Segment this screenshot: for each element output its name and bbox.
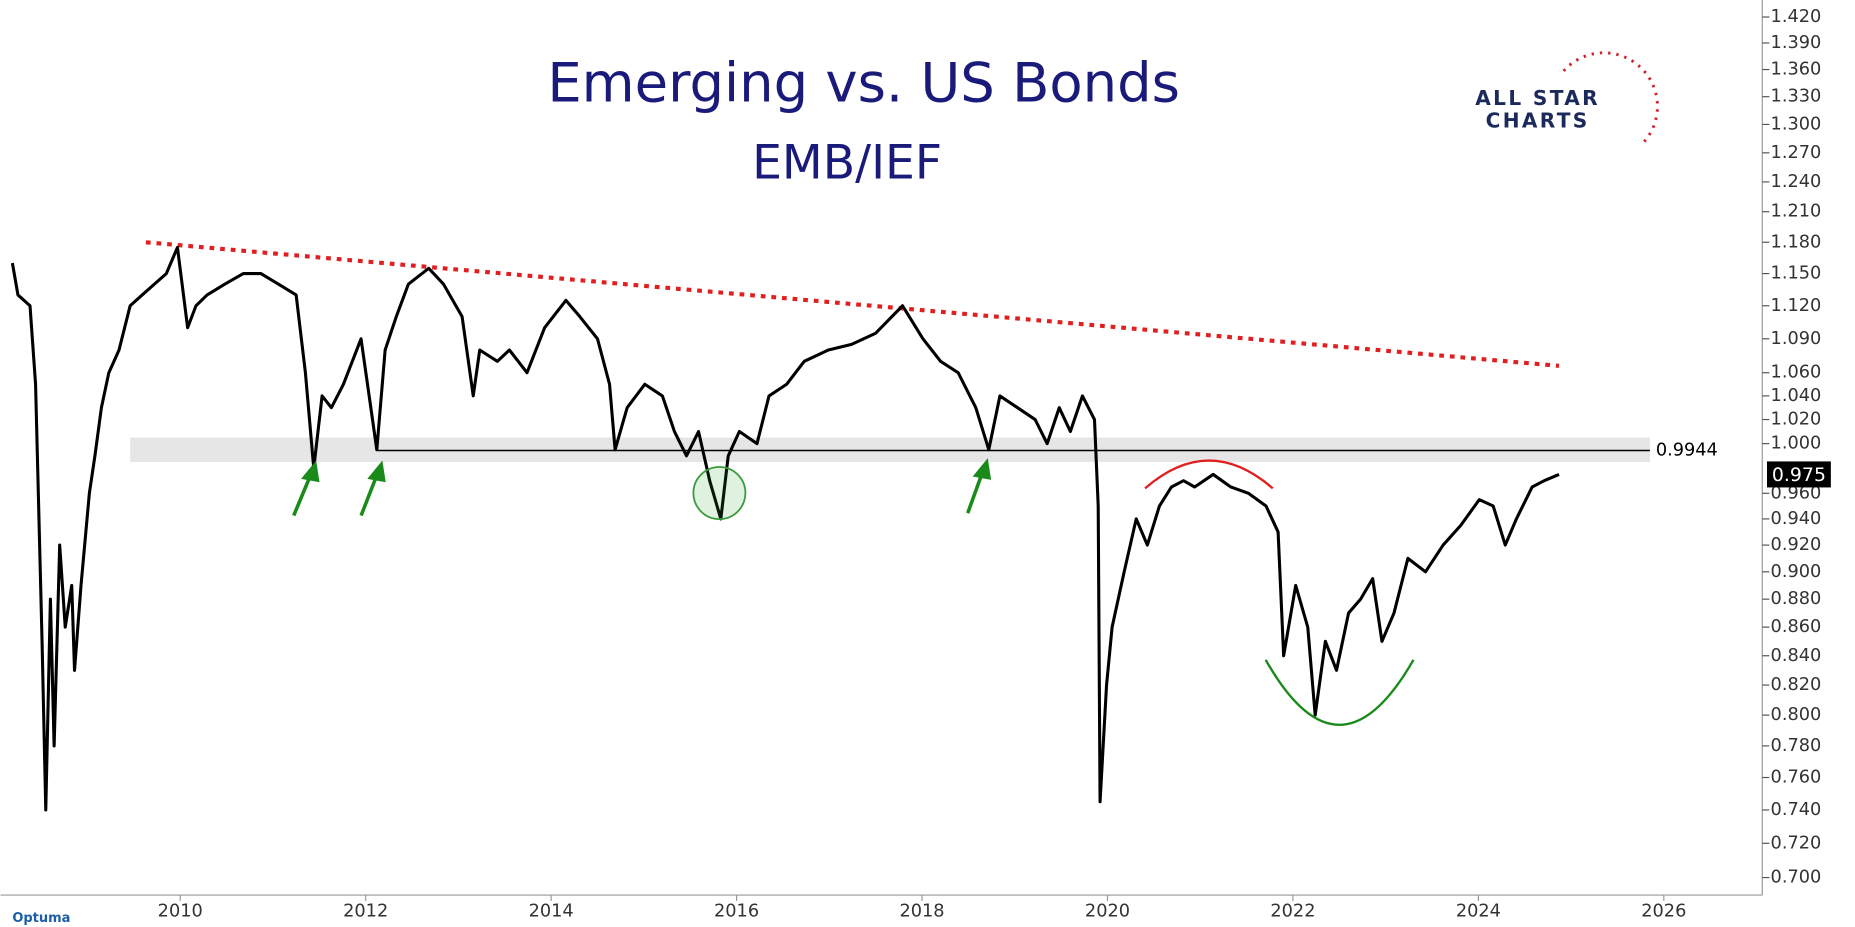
- x-tick-label: 2010: [158, 902, 203, 922]
- y-tick-label: 0.960: [1771, 483, 1822, 503]
- back-layer: [130, 437, 1650, 463]
- x-tick-label: 2014: [529, 902, 574, 922]
- y-tick-label: 1.000: [1771, 434, 1822, 454]
- y-tick-label: 0.800: [1771, 705, 1822, 725]
- y-tick-label: 1.120: [1771, 296, 1822, 316]
- arrows: [292, 458, 992, 517]
- x-tick-label: 2020: [1085, 902, 1130, 922]
- y-tick-label: 1.020: [1771, 410, 1822, 430]
- logo-stars: [1562, 51, 1659, 143]
- y-tick-label: 1.420: [1771, 7, 1822, 27]
- y-tick-label: 1.180: [1771, 232, 1822, 252]
- logo-text: ALL STAR: [1475, 86, 1600, 110]
- x-tick-label: 2022: [1270, 902, 1315, 922]
- x-tick-label: 2012: [343, 902, 388, 922]
- y-tick-label: 0.860: [1771, 617, 1822, 637]
- series-line: [10, 245, 1560, 812]
- logo-text: CHARTS: [1486, 108, 1590, 132]
- annotations: [292, 458, 1415, 726]
- y-tick-label: 1.300: [1771, 114, 1822, 134]
- y-tick-label: 1.240: [1771, 172, 1822, 192]
- y-tick-label: 1.060: [1771, 363, 1822, 383]
- y-tick-label: 0.700: [1771, 868, 1822, 888]
- y-tick-label: 1.330: [1771, 87, 1822, 107]
- main-layer: [10, 240, 1560, 812]
- y-tick-label: 1.150: [1771, 264, 1822, 284]
- highlight-circle: [692, 466, 747, 520]
- logo: ALL STAR CHARTS: [1475, 51, 1659, 143]
- trendline: [145, 240, 1560, 368]
- watermark: Optuma: [12, 911, 70, 926]
- x-tick-label: 2024: [1456, 902, 1501, 922]
- last-value-box: [1767, 461, 1831, 488]
- y-tick-label: 1.360: [1771, 60, 1822, 80]
- top-arc: [1144, 459, 1274, 490]
- y-tick-label: 1.270: [1771, 143, 1822, 163]
- y-tick-label: 1.090: [1771, 329, 1822, 349]
- y-tick-label: 0.920: [1771, 535, 1822, 555]
- bottom-arc: [1264, 659, 1415, 726]
- arrow-head: [301, 460, 320, 483]
- arrow-head: [972, 458, 992, 480]
- x-tick-label: 2018: [899, 902, 944, 922]
- last-value-label: 0.975: [1772, 464, 1826, 486]
- y-tick-label: 0.820: [1771, 675, 1822, 695]
- y-tick-label: 1.390: [1771, 33, 1822, 53]
- y-tick-label: 0.760: [1771, 768, 1822, 788]
- x-tick-label: 2016: [714, 902, 759, 922]
- x-tick-label: 2026: [1641, 902, 1686, 922]
- y-tick-label: 0.780: [1771, 736, 1822, 756]
- chart-title: Emerging vs. US Bonds: [547, 51, 1180, 114]
- y-tick-label: 0.900: [1771, 562, 1822, 582]
- y-tick-label: 0.740: [1771, 800, 1822, 820]
- y-tick-label: 0.880: [1771, 589, 1822, 609]
- y-tick-label: 0.940: [1771, 509, 1822, 529]
- arrow-head: [367, 460, 386, 483]
- y-tick-label: 1.040: [1771, 386, 1822, 406]
- y-tick-label: 0.720: [1771, 833, 1822, 853]
- y-tick-label: 1.210: [1771, 202, 1822, 222]
- y-tick-label: 0.840: [1771, 646, 1822, 666]
- chart-subtitle: EMB/IEF: [752, 136, 942, 191]
- level-label: 0.9944: [1656, 440, 1718, 460]
